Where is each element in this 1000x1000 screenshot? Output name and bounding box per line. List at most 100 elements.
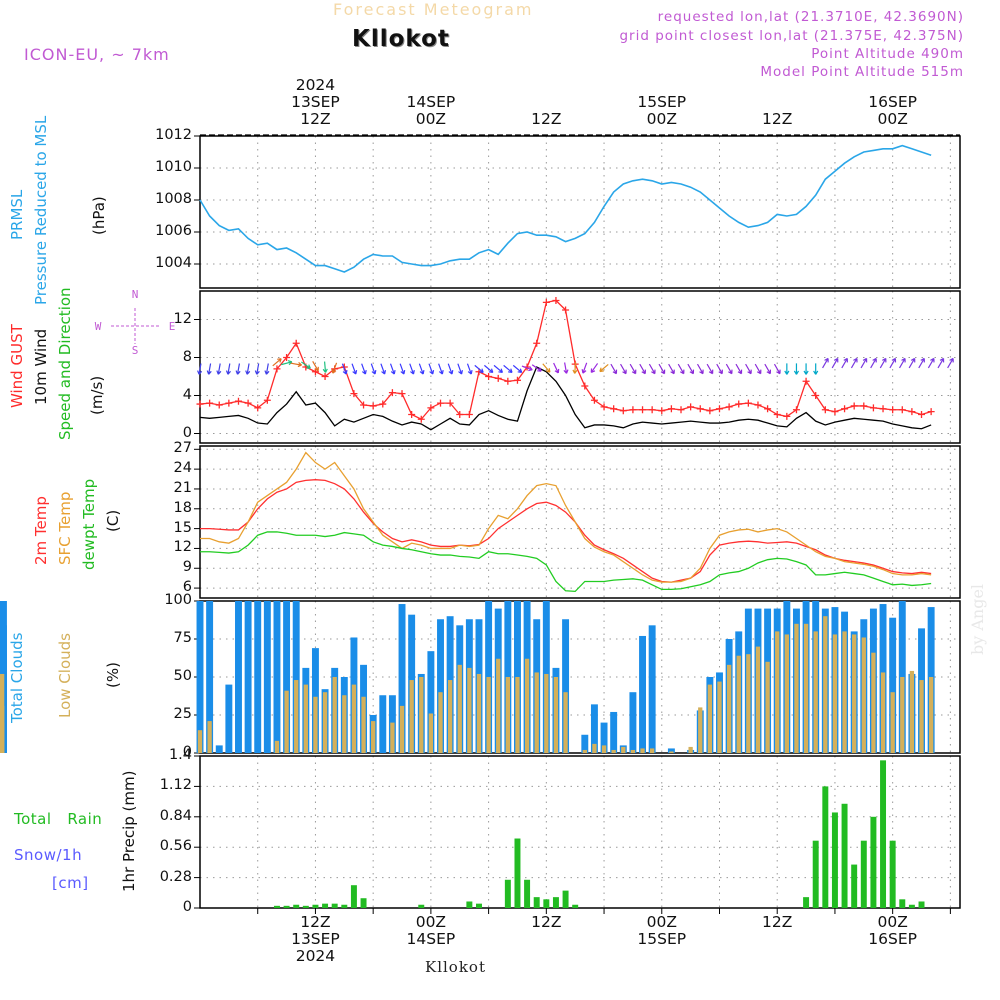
low-cloud-bar [669,751,674,753]
rain-bar [841,803,848,908]
rain-bar [870,816,877,908]
low-cloud-bar [467,667,472,753]
total-cloud-bar [244,601,252,753]
bottom-time-label: 00Z 16SEP [868,913,917,948]
compass-north: N [132,288,139,301]
low-cloud-bar [515,677,520,753]
wind-gust-marker [696,405,704,413]
y-tick-label: 0.28 [159,868,192,885]
prmsl-line [199,144,932,273]
bottom-time-label: 00Z 14SEP [406,913,456,948]
rain-bar [302,905,309,908]
wind-gust-marker [918,411,926,418]
rain-bar [273,905,280,908]
wind-gust-marker [600,403,608,411]
wind-direction-arrow [438,363,444,375]
total-cloud-bar [263,601,271,753]
wind-direction-arrow [197,363,203,375]
wind-direction-arrow [225,363,231,375]
low-cloud-bar [207,721,212,753]
low-cloud-bar [726,664,732,753]
low-cloud-bar [775,631,780,753]
wind-direction-arrow [428,363,435,375]
rain-bar [533,897,540,908]
y-tick-label: 1012 [155,127,192,143]
wind-direction-arrow [331,362,338,374]
wind-gust-marker [821,406,829,414]
compass-west: W [95,320,102,333]
rain-bar [466,901,473,908]
wind-direction-arrow [312,360,319,372]
low-cloud-bar [650,748,655,753]
wind-direction-arrow [581,362,588,374]
y-tick-label: 100 [164,592,192,608]
low-cloud-bar [447,680,453,753]
wind-direction-arrow [409,363,415,375]
rain-bar [918,901,925,908]
wind-direction-arrow [466,363,473,375]
y-tick-label: 9 [182,559,192,576]
wind-direction-arrow [620,363,627,375]
wind-direction-arrow [735,363,743,375]
wind-gust-marker [908,408,916,416]
wind-gust-marker [860,402,868,410]
wind-direction-arrow [493,364,504,374]
wind-direction-arrow [629,363,637,375]
wind-direction-arrow [553,362,560,374]
y-tick-label: 24 [173,460,192,477]
wind-gust-marker [581,382,589,390]
bottom-time-label: 12Z 13SEP 2024 [291,913,340,965]
total-cloud-bar [379,695,387,753]
low-cloud-bar [823,616,828,753]
low-cloud-bar [890,692,895,753]
wind-gust-marker [648,406,656,414]
wind-direction-arrow [512,364,523,374]
wind-gust-marker [225,399,233,407]
wind-gust-marker [725,403,733,411]
rain-bar [572,904,579,908]
low-cloud-bar [303,684,308,753]
total-cloud-bar [639,635,646,753]
wind-gust-marker [590,396,598,404]
low-cloud-bar [880,672,886,753]
wind-direction-arrow [380,363,387,375]
low-cloud-bar [832,634,838,753]
low-cloud-bar [601,745,607,753]
wind-direction-arrow [908,357,916,369]
wind-gust-marker [754,401,762,409]
low-cloud-bar [698,707,703,753]
wind-direction-arrow [696,363,704,375]
wind-direction-arrow [813,363,819,375]
y-tick-label: 8 [182,348,192,365]
low-cloud-bar [611,749,616,753]
wind-direction-arrow [937,357,945,369]
low-cloud-bar [852,634,857,753]
wind-direction-arrow [590,363,599,374]
low-cloud-bar [390,722,395,753]
rain-bar [812,840,819,908]
total-cloud-bar [225,684,233,753]
low-cloud-bar [322,692,328,753]
wind-gust-marker [283,354,291,361]
low-cloud-bar [784,634,789,753]
wind-direction-arrow [918,357,925,369]
wind-direction-arrow [457,363,463,375]
top-time-label: 12Z [531,110,562,128]
wind-direction-arrow [503,364,513,374]
low-cloud-bar [707,684,713,753]
wind-direction-arrow [399,363,406,375]
wind-direction-arrow [245,363,251,375]
low-cloud-bar [563,692,568,753]
y-tick-label: 1008 [155,191,192,207]
wind-direction-arrow [521,365,533,372]
bottom-time-label: 12Z [531,913,562,931]
y-tick-label: 1.4 [168,747,192,763]
requested-coords: requested lon,lat (21.3710E, 42.3690N) [657,9,964,25]
wind-gust-marker [802,377,810,385]
wind-gust-marker [898,406,906,414]
wind-gust-marker [360,401,368,409]
wind-gust-marker [658,407,666,415]
y-tick-label: 12 [173,310,192,327]
low-cloud-bar [755,646,761,753]
super-title: Forecast Meteogram [333,0,534,19]
